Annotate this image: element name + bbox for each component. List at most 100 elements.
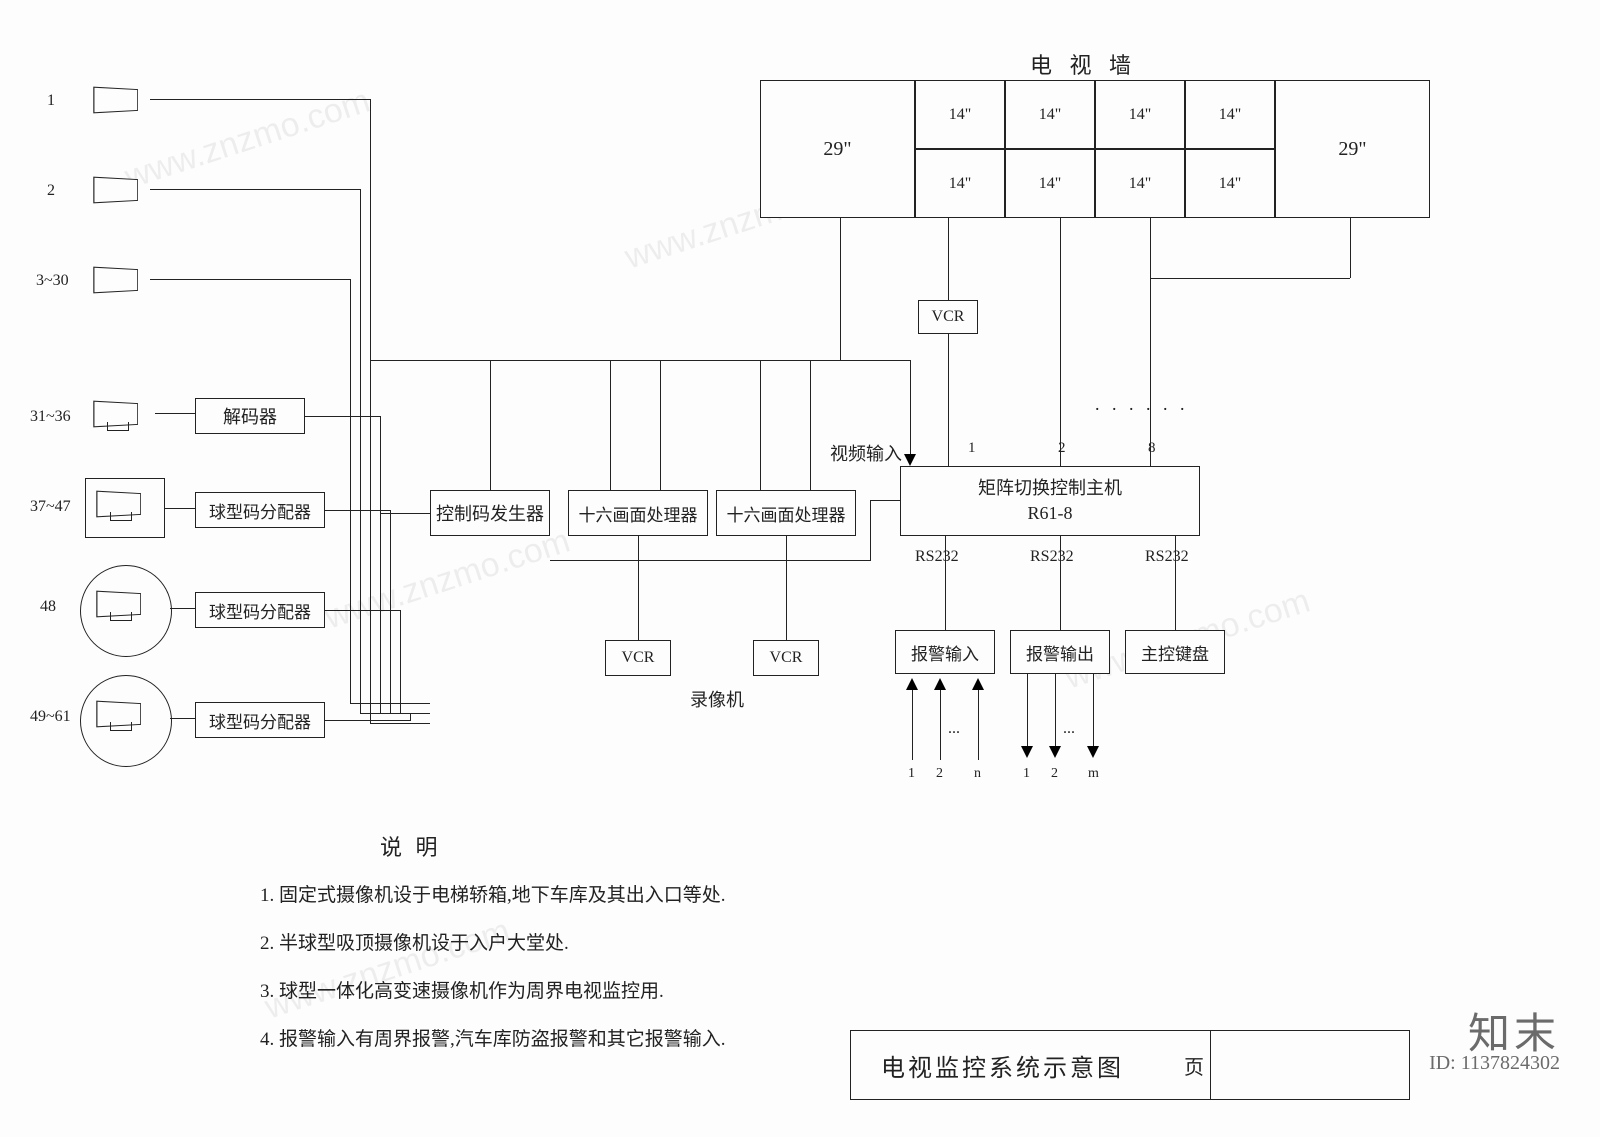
id-value: 1137824302 <box>1461 1052 1560 1074</box>
diagram-title: 电视监控系统示意图 <box>881 1048 1124 1083</box>
code-generator-box: 控制码发生器 <box>430 490 550 536</box>
cam-label-2: 2 <box>47 182 55 200</box>
tvwall-heading: 电 视 墙 <box>1030 48 1137 80</box>
arrow-up-icon <box>972 678 984 690</box>
wire <box>786 536 787 640</box>
camera-icon <box>95 398 155 428</box>
arrow-down-icon <box>1087 746 1099 758</box>
wire <box>390 510 391 713</box>
wire <box>350 279 351 703</box>
title-block: 电视监控系统示意图 页 <box>850 1030 1410 1100</box>
wire <box>390 513 430 514</box>
arrow-up-icon <box>906 678 918 690</box>
keypad-box: 主控键盘 <box>1125 630 1225 674</box>
wire <box>380 416 381 713</box>
wire <box>490 360 491 490</box>
tvwall-cell: 14" <box>1095 80 1185 149</box>
matrix-title-1: 矩阵切换控制主机 <box>978 476 1122 501</box>
tvwall-large-left: 29" <box>760 80 915 218</box>
note-1: 1. 固定式摄像机设于电梯轿箱,地下车库及其出入口等处. <box>260 880 726 907</box>
wire <box>325 720 410 721</box>
tvwall-cell: 14" <box>1185 149 1275 218</box>
tvwall-cell: 14" <box>1005 80 1095 149</box>
arrow-down-icon <box>1021 746 1033 758</box>
wire <box>1150 218 1151 466</box>
cam-label-1: 1 <box>47 92 55 110</box>
wire <box>350 703 430 704</box>
wire <box>810 360 811 490</box>
ai-n: n <box>974 766 981 782</box>
wire <box>1175 536 1176 630</box>
camera-icon <box>98 488 158 518</box>
ao-dots: ... <box>1063 720 1075 738</box>
ai-1: 1 <box>908 766 915 782</box>
processor-1-box: 十六画面处理器 <box>568 490 708 536</box>
wire <box>550 536 551 560</box>
matrix-host-box: 矩阵切换控制主机 R61-8 <box>900 466 1200 536</box>
matrix-in-dots: . . . . . . <box>1095 394 1189 415</box>
wire <box>370 723 430 724</box>
vcr-top-box: VCR <box>918 300 978 334</box>
wire <box>638 536 639 640</box>
alarm-in-box: 报警输入 <box>895 630 995 674</box>
wire <box>370 360 910 361</box>
wire <box>948 334 949 466</box>
wire <box>165 508 195 509</box>
decoder-box: 解码器 <box>195 398 305 434</box>
wire <box>870 500 871 561</box>
note-2: 2. 半球型吸顶摄像机设于入户大堂处. <box>260 928 569 955</box>
camera-icon <box>95 84 155 114</box>
note-3: 3. 球型一体化高变速摄像机作为周界电视监控用. <box>260 976 664 1003</box>
camera-icon <box>95 264 155 294</box>
wire <box>945 536 946 630</box>
camera-icon <box>98 588 158 618</box>
wire <box>910 360 911 460</box>
wire <box>150 99 370 100</box>
wire <box>305 416 380 417</box>
ai-dots: ... <box>948 720 960 738</box>
wire <box>410 713 411 721</box>
title-divider <box>1210 1030 1211 1100</box>
tvwall-cell: 14" <box>1185 80 1275 149</box>
id-label: ID: 1137824302 <box>1429 1052 1560 1075</box>
ao-m: m <box>1088 766 1099 782</box>
wire <box>360 189 361 713</box>
wire <box>610 360 611 490</box>
wire <box>1150 278 1350 279</box>
tvwall-large-right: 29" <box>1275 80 1430 218</box>
allocator-box: 球型码分配器 <box>195 492 325 528</box>
wire <box>400 610 401 713</box>
wire <box>325 610 400 611</box>
wire <box>760 360 761 490</box>
wire <box>150 279 350 280</box>
camera-icon <box>95 174 155 204</box>
wire <box>870 500 900 501</box>
tvwall-cell: 14" <box>1005 149 1095 218</box>
cam-label-6: 48 <box>40 598 56 616</box>
wire <box>948 218 949 300</box>
wire <box>1350 218 1351 278</box>
wire <box>430 513 431 725</box>
tvwall-cell: 14" <box>1095 149 1185 218</box>
matrix-title-2: R61-8 <box>1028 501 1073 526</box>
allocator-box: 球型码分配器 <box>195 592 325 628</box>
wire <box>360 713 430 714</box>
ai-2: 2 <box>936 766 943 782</box>
wire <box>325 510 390 511</box>
note-4: 4. 报警输入有周界报警,汽车库防盗报警和其它报警输入. <box>260 1024 726 1051</box>
cam-label-5: 37~47 <box>30 498 71 516</box>
allocator-box: 球型码分配器 <box>195 702 325 738</box>
arrow-up-icon <box>934 678 946 690</box>
wire <box>660 360 661 490</box>
camera-icon <box>98 698 158 728</box>
tvwall-cell: 14" <box>915 80 1005 149</box>
page-label: 页 <box>1184 1051 1204 1080</box>
arrow-down-icon <box>904 454 916 466</box>
wire <box>155 413 195 414</box>
alarm-out-box: 报警输出 <box>1010 630 1110 674</box>
video-input-label: 视频输入 <box>830 440 902 466</box>
notes-heading: 说 明 <box>380 830 442 862</box>
wire <box>550 560 870 561</box>
rs232-label: RS232 <box>1030 548 1074 566</box>
wire <box>840 218 841 360</box>
